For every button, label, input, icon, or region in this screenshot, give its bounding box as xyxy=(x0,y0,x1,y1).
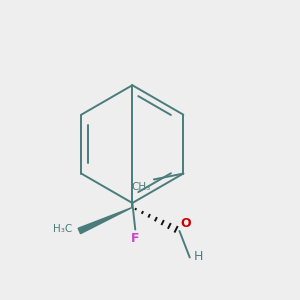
Text: F: F xyxy=(131,232,140,245)
Text: H₃C: H₃C xyxy=(53,224,72,235)
Polygon shape xyxy=(78,207,132,234)
Text: CH₃: CH₃ xyxy=(132,182,151,192)
Text: H: H xyxy=(193,250,203,262)
Text: O: O xyxy=(181,217,191,230)
